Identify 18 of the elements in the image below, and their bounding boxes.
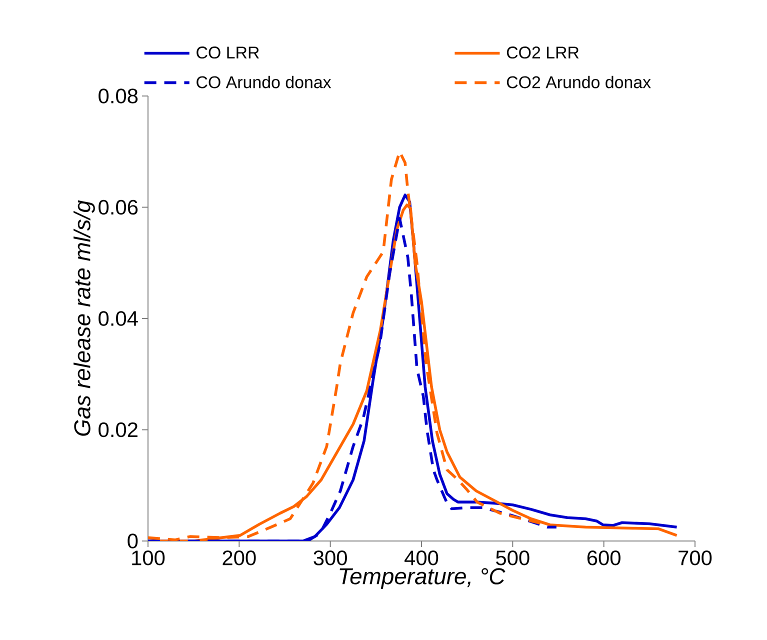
legend-label: CO2 Arundo donax bbox=[506, 76, 651, 88]
x-axis-title: Temperature, °C bbox=[340, 568, 506, 589]
y-axis-title: Gas release rate ml/s/g bbox=[74, 200, 95, 436]
x-tick-label: 400 bbox=[404, 550, 438, 566]
legend-label: CO2 LRR bbox=[506, 46, 579, 59]
x-tick-label: 100 bbox=[132, 550, 165, 566]
x-tick-label: 700 bbox=[678, 550, 712, 566]
legend-label: CO Arundo donax bbox=[196, 76, 332, 88]
y-tick-label: 0 bbox=[128, 534, 138, 548]
x-tick-label: 200 bbox=[222, 550, 256, 566]
y-tick-label: 0.02 bbox=[98, 422, 138, 438]
x-tick-label: 300 bbox=[314, 550, 347, 566]
legend-label: CO LRR bbox=[196, 46, 259, 59]
y-tick-label: 0.06 bbox=[98, 200, 138, 215]
y-tick-label: 0.04 bbox=[98, 311, 138, 326]
y-tick-label: 0.08 bbox=[98, 88, 138, 104]
x-tick-label: 600 bbox=[587, 550, 620, 566]
x-tick-label: 500 bbox=[496, 550, 530, 566]
